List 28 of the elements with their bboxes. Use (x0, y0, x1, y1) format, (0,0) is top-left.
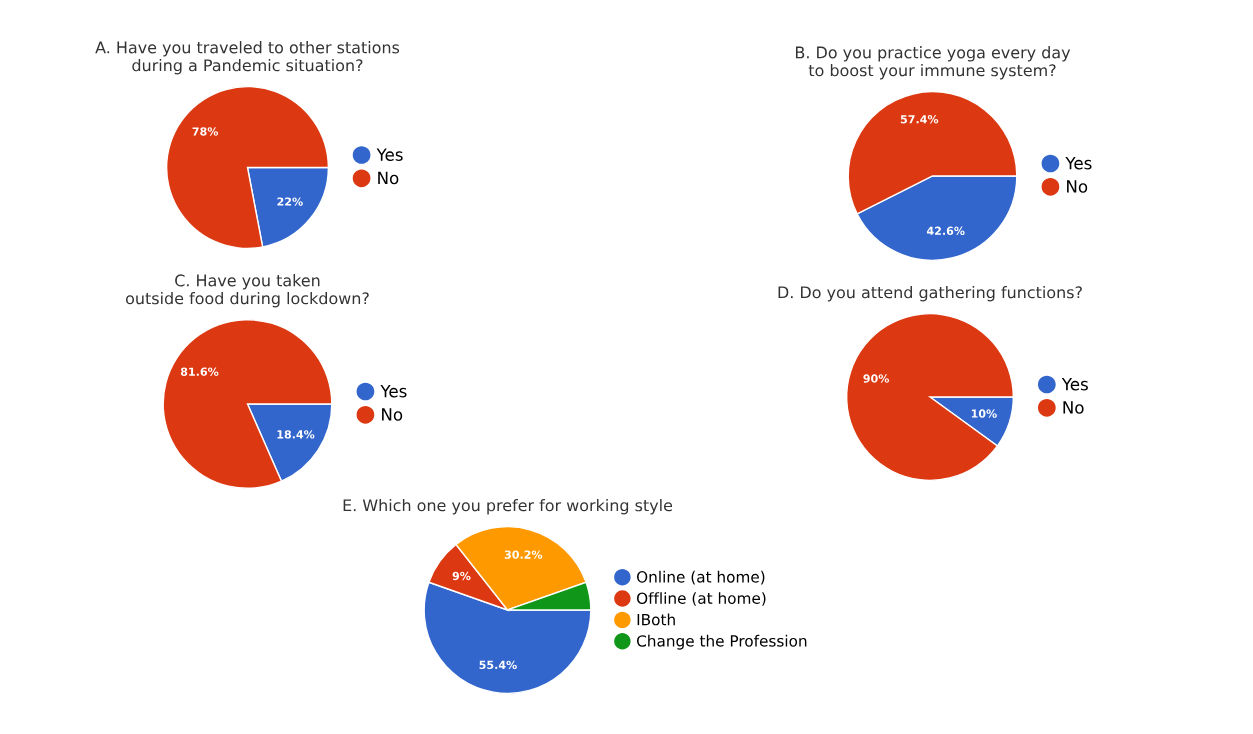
legend-label: Online (at home) (637, 570, 765, 585)
data-label: 81.6% (180, 367, 219, 376)
data-label: 90% (863, 374, 890, 383)
data-label: 78% (192, 127, 219, 136)
legend-label: No (1067, 180, 1088, 193)
legend-label: Yes (380, 385, 407, 398)
legend-label: No (382, 408, 403, 421)
chart-title: C. Have you taken outside food during lockdown? (126, 274, 369, 308)
legend-label: No (378, 171, 399, 185)
data-label: 30.2% (504, 550, 543, 559)
chart-title: D. Do you attend gathering functions? (778, 285, 1082, 302)
data-label: 55.4% (479, 660, 517, 670)
legend-label: Yes (1061, 378, 1088, 391)
data-label: 22% (277, 197, 303, 206)
data-label: 9% (452, 571, 471, 581)
chart-title: A. Have you traveled to other stations during a Pandemic situation? (95, 41, 400, 75)
data-label: 10% (971, 409, 997, 418)
data-label: 18.4% (277, 430, 315, 439)
legend-label: Yes (376, 148, 403, 161)
legend-label: Yes (1065, 157, 1092, 170)
legend-label: IBoth (637, 613, 675, 626)
chart-title: E. Which one you prefer for working style (343, 498, 673, 515)
legend-label: Offline (at home) (637, 592, 766, 606)
legend-label: Change the Profession (637, 634, 807, 650)
legend-label: No (1063, 401, 1084, 414)
chart-title: B. Do you practice yoga every day to boost your immune system? (795, 46, 1071, 80)
data-label: 57.4% (900, 115, 939, 124)
data-label: 42.6% (926, 226, 965, 236)
